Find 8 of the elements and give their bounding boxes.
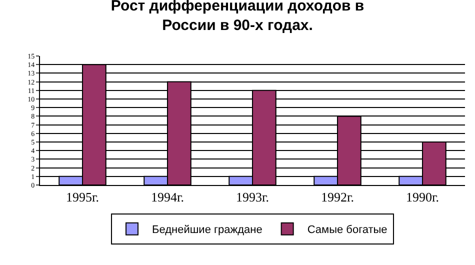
chart-title: Рост дифференциации доходов в России в 90-х годах. (110, 0, 364, 34)
x-tick-label: 1990г. (406, 190, 440, 205)
legend-label: Самые богатые (307, 224, 388, 236)
x-tick-label: 1994г. (150, 190, 184, 205)
x-tick-label: 1993г. (236, 190, 270, 205)
x-tick-label: 1992г. (320, 190, 354, 205)
x-tick-label: 1995г. (66, 190, 100, 205)
legend-label: Беднейшие граждане (152, 224, 262, 236)
